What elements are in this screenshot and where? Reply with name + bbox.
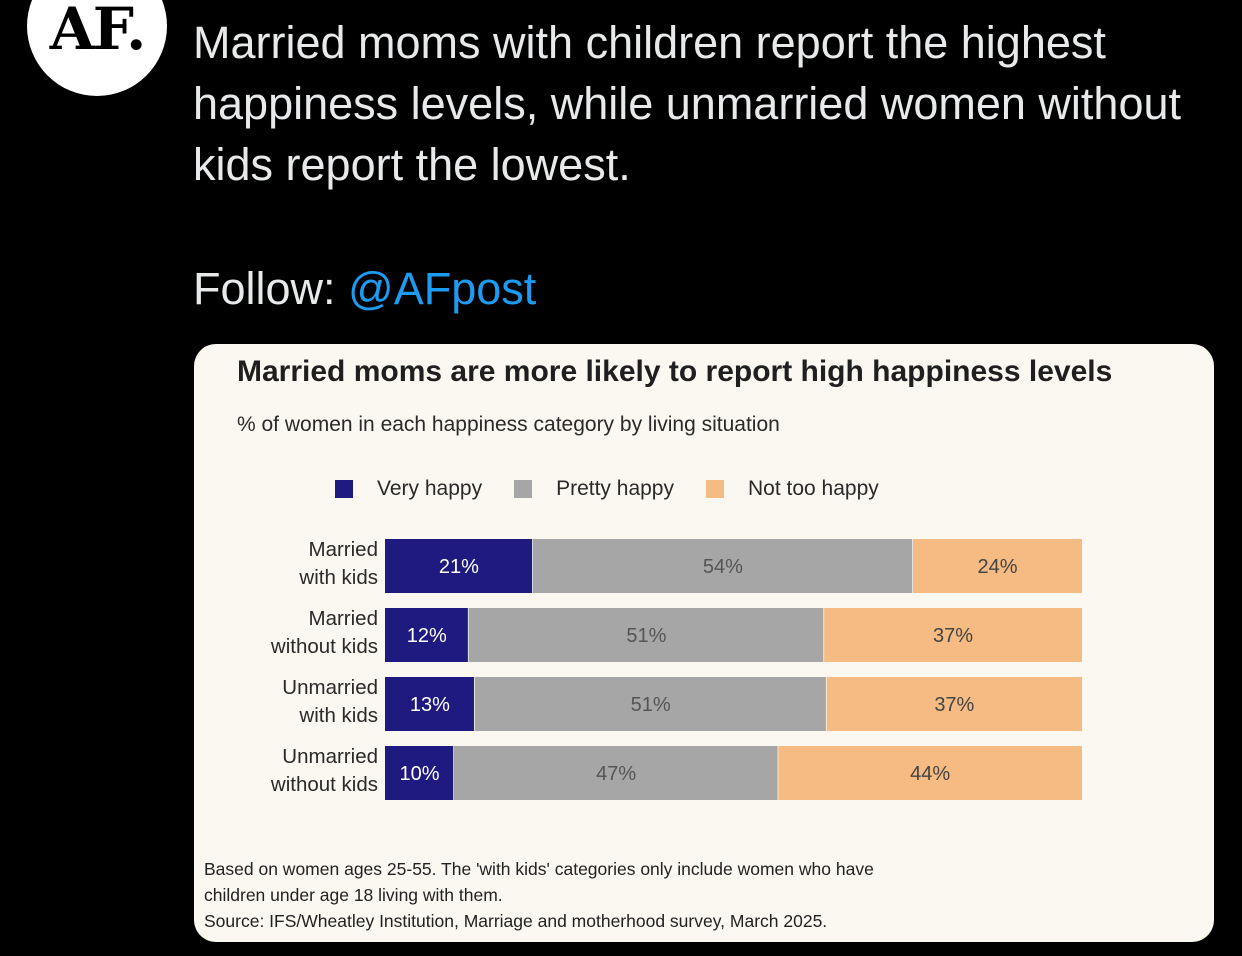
data-label-not-too-happy-1: 24%	[977, 556, 1017, 578]
data-label-pretty-happy-1: 54%	[703, 556, 743, 578]
chart-image-card[interactable]: Married moms are more likely to report h…	[194, 344, 1214, 942]
data-label-not-too-happy-3: 37%	[934, 694, 974, 716]
tweet-text: Married moms with children report the hi…	[193, 17, 1182, 190]
bar-segment-pretty-happy-4	[454, 746, 779, 800]
category-label-2-line-1: Married	[309, 607, 379, 630]
legend-item-pretty-happy: Pretty happy	[514, 477, 674, 501]
legend-swatch-very-happy	[335, 480, 353, 498]
legend-swatch-pretty-happy	[514, 480, 533, 498]
data-label-pretty-happy-4: 47%	[596, 763, 636, 785]
bar-segment-not-too-happy-1	[913, 539, 1082, 593]
footnote-line-3: Source: IFS/Wheatley Institution, Marria…	[204, 911, 828, 931]
bar-segment-pretty-happy-1	[532, 539, 914, 593]
data-label-very-happy-3: 13%	[410, 694, 450, 716]
bar-segment-not-too-happy-4	[778, 746, 1082, 800]
follow-line: Follow: @AFpost	[193, 258, 536, 319]
data-label-pretty-happy-3: 51%	[631, 694, 671, 716]
legend-item-very-happy: Very happy	[335, 477, 482, 501]
data-label-very-happy-2: 12%	[407, 625, 447, 647]
category-label-3-line-1: Unmarried	[282, 676, 378, 699]
footnote-line-1: Based on women ages 25-55. The 'with kid…	[204, 859, 874, 879]
bar-segment-very-happy-2	[385, 608, 469, 662]
data-label-very-happy-1: 21%	[439, 556, 479, 578]
bar-segment-very-happy-3	[385, 677, 475, 731]
chart-subtitle: % of women in each happiness category by…	[237, 413, 780, 436]
data-label-not-too-happy-2: 37%	[933, 625, 973, 647]
follow-label: Follow:	[193, 263, 349, 314]
data-label-very-happy-4: 10%	[399, 763, 439, 785]
legend-item-not-too-happy: Not too happy	[705, 477, 879, 501]
legend-label-very-happy: Very happy	[377, 477, 483, 500]
bar-segment-pretty-happy-3	[474, 677, 827, 731]
data-label-pretty-happy-2: 51%	[626, 625, 666, 647]
data-label-not-too-happy-4: 44%	[910, 763, 950, 785]
bar-segment-not-too-happy-2	[824, 608, 1082, 662]
legend-label-not-too-happy: Not too happy	[747, 477, 879, 500]
stacked-bar-chart: Married with kids 21% 54% 24% Married without …	[270, 538, 1082, 800]
category-label-3-line-2: with kids	[298, 704, 378, 727]
chart-footnote: Based on women ages 25-55. The 'with kid…	[204, 856, 984, 934]
category-label-1-line-1: Married	[309, 538, 379, 561]
avatar-logo-text: AF.	[49, 0, 147, 63]
author-handle-link[interactable]: @AFpost	[348, 263, 537, 314]
footnote-line-2: children under age 18 living with them.	[204, 885, 503, 905]
category-label-1-line-2: with kids	[298, 566, 378, 589]
legend-swatch-not-too-happy	[705, 480, 724, 498]
category-label-2-line-2: without kids	[270, 635, 378, 658]
category-label-4-line-2: without kids	[270, 773, 378, 796]
category-label-4-line-1: Unmarried	[282, 745, 378, 768]
bar-segment-not-too-happy-3	[826, 677, 1082, 731]
author-avatar[interactable]: AF.	[27, 0, 167, 96]
chart-legend: Very happy Pretty happy Not too happy	[335, 477, 911, 501]
legend-label-pretty-happy: Pretty happy	[556, 477, 674, 500]
bar-segment-very-happy-4	[385, 746, 455, 800]
bar-segment-pretty-happy-2	[468, 608, 825, 662]
chart-title: Married moms are more likely to report h…	[237, 355, 1113, 388]
bar-segment-very-happy-1	[385, 539, 533, 593]
